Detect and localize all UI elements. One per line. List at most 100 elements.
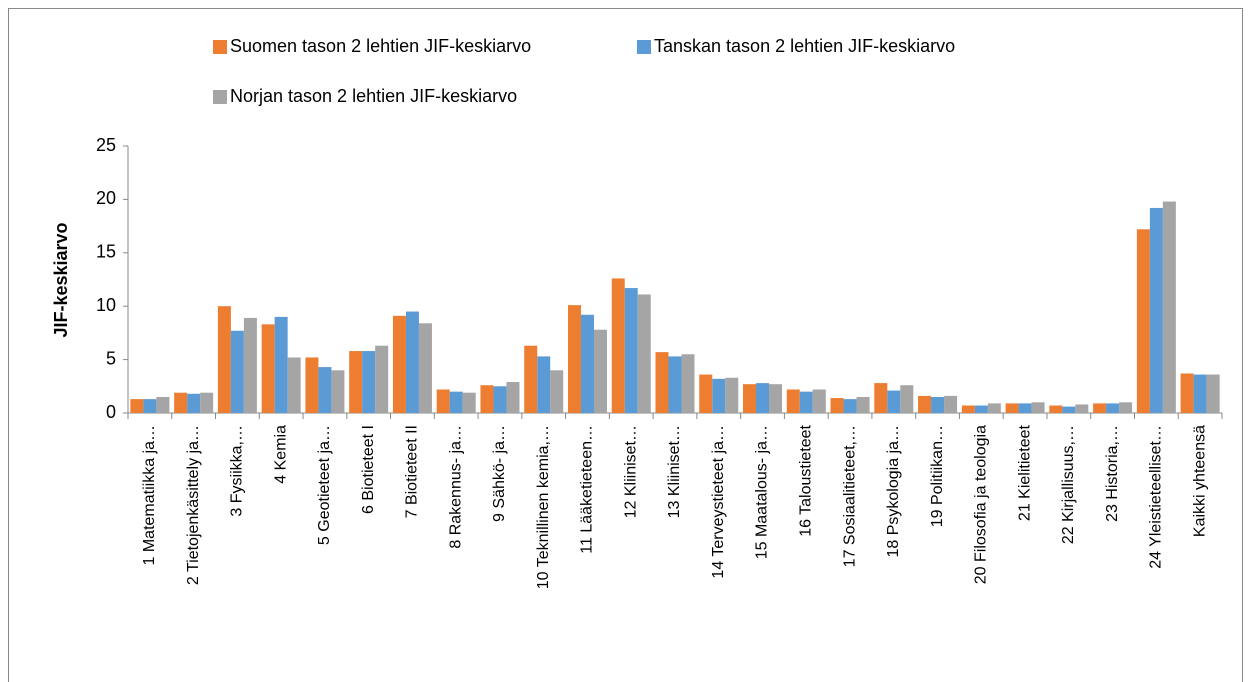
legend-swatch <box>213 90 227 104</box>
bar <box>392 315 406 413</box>
bar <box>637 294 651 413</box>
bar <box>769 384 783 413</box>
bar <box>506 382 520 413</box>
x-tick-label: 12 Kliiniset… <box>622 425 639 518</box>
x-tick-label: 8 Rakennus- ja… <box>447 425 464 549</box>
bar <box>699 374 713 413</box>
y-tick-label: 25 <box>96 135 116 155</box>
bar <box>1031 402 1045 413</box>
x-tick-label: 9 Sähkö- ja… <box>491 425 508 522</box>
bar <box>436 389 450 413</box>
bar <box>130 399 144 413</box>
x-tick-label: 14 Terveystieteet ja… <box>710 425 727 579</box>
legend-label: Norjan tason 2 lehtien JIF-keskiarvo <box>230 86 517 106</box>
x-tick-label: 5 Geotieteet ja… <box>316 425 333 545</box>
x-tick-label: 6 Biotieteet I <box>360 425 377 514</box>
bar <box>725 377 739 413</box>
bar <box>1093 403 1107 413</box>
bar <box>405 311 419 413</box>
bar <box>743 384 757 413</box>
bar <box>874 383 888 413</box>
x-tick-label: Kaikki yhteensä <box>1191 425 1208 537</box>
bar <box>1162 201 1176 413</box>
bar <box>1119 402 1133 413</box>
bar <box>550 370 564 413</box>
legend-label: Tanskan tason 2 lehtien JIF-keskiarvo <box>654 36 955 56</box>
x-tick-label: 15 Maatalous- ja… <box>754 425 771 559</box>
x-tick-label: 22 Kirjallisuus,… <box>1060 425 1077 544</box>
bar <box>786 389 800 413</box>
y-tick-label: 20 <box>96 188 116 208</box>
bar <box>362 351 376 413</box>
x-tick-label: 4 Kemia <box>272 425 289 484</box>
bar <box>1062 406 1076 413</box>
x-tick-label: 16 Taloustieteet <box>797 424 814 536</box>
bar <box>1005 403 1019 413</box>
bar <box>830 398 844 413</box>
bar <box>1106 403 1120 413</box>
x-tick-label: 18 Psykologia ja… <box>885 425 902 558</box>
bar <box>1149 207 1163 413</box>
bar <box>712 378 726 413</box>
bar <box>1193 374 1207 413</box>
bar <box>418 323 432 413</box>
bar <box>843 399 857 413</box>
bar <box>493 386 507 413</box>
bar <box>305 357 319 413</box>
x-tick-label: 10 Teknillinen kemia,… <box>535 425 552 589</box>
bar <box>961 405 975 413</box>
x-tick-label: 20 Filosofia ja teologia <box>973 425 990 584</box>
bar <box>681 354 695 413</box>
bar <box>974 405 988 413</box>
bar <box>655 352 669 413</box>
legend-label: Suomen tason 2 lehtien JIF-keskiarvo <box>230 36 531 56</box>
y-tick-label: 0 <box>106 402 116 422</box>
x-tick-label: 7 Biotieteet II <box>404 425 421 518</box>
y-tick-label: 15 <box>96 242 116 262</box>
bar <box>1180 373 1194 413</box>
x-tick-label: 11 Lääketieteen… <box>579 425 596 554</box>
bar <box>243 317 257 413</box>
x-tick-label: 2 Tietojenkäsittely ja… <box>185 425 202 585</box>
x-tick-label: 1 Matematiikka ja… <box>141 425 158 566</box>
bar <box>187 393 201 413</box>
bar <box>593 329 607 413</box>
bar <box>624 288 638 413</box>
x-tick-label: 17 Sosiaalitieteet,… <box>841 425 858 567</box>
x-tick-label: 21 Kielitieteet <box>1016 424 1033 521</box>
y-tick-label: 10 <box>96 295 116 315</box>
bar <box>261 324 275 413</box>
bar <box>1206 374 1220 413</box>
bar <box>200 392 214 413</box>
bar <box>524 345 538 413</box>
x-tick-label: 13 Kliiniset… <box>666 425 683 518</box>
bar <box>375 345 389 413</box>
x-tick-label: 19 Politiikan… <box>929 425 946 527</box>
bar <box>987 403 1001 413</box>
x-tick-label: 3 Fysiikka,… <box>229 425 246 517</box>
bar <box>318 367 332 413</box>
bar <box>230 330 244 413</box>
bar <box>756 383 770 413</box>
bar <box>668 356 682 413</box>
bar <box>156 396 170 413</box>
bar <box>480 385 494 413</box>
bar <box>931 396 945 413</box>
bar <box>1136 229 1150 413</box>
bar <box>349 351 363 413</box>
legend-swatch <box>637 40 651 54</box>
bar <box>887 390 901 413</box>
bar <box>537 356 551 413</box>
x-tick-label: 23 Historia,… <box>1104 425 1121 522</box>
y-tick-label: 5 <box>106 348 116 368</box>
x-tick-label: 24 Yleistieteelliset… <box>1148 425 1165 569</box>
bar <box>812 389 826 413</box>
bar <box>567 305 581 413</box>
bar <box>331 370 345 413</box>
legend-swatch <box>213 40 227 54</box>
bar <box>1018 403 1032 413</box>
bar <box>580 314 594 413</box>
bar <box>944 395 958 413</box>
bar <box>918 395 932 413</box>
